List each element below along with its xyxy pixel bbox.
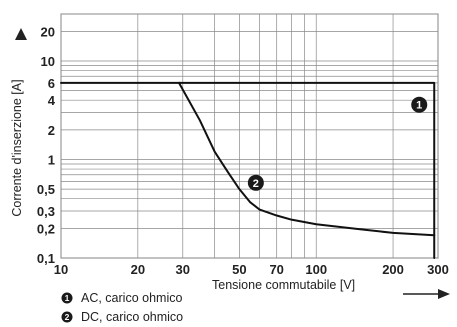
series-line-2 [178, 81, 436, 237]
legend-label-2: DC, carico ohmico [81, 310, 183, 324]
x-tick-label-10: 10 [54, 262, 68, 277]
y-tick-labels: 0,1 0,2 0,3 0,5 1 2 4 6 10 20 [37, 24, 56, 266]
y-axis-title: Corrente d'inserzione [A] [10, 79, 24, 216]
x-tick-labels: 10 20 30 50 70 100 200 300 [54, 262, 449, 277]
x-axis-arrow [438, 289, 450, 299]
legend-item-2: 2 DC, carico ohmico [61, 310, 183, 324]
series-line-1 [60, 81, 436, 259]
grid [60, 13, 439, 259]
x-tick-label-50: 50 [232, 262, 246, 277]
y-axis-arrow [15, 28, 27, 40]
series-marker-2 [247, 174, 264, 191]
series-group [60, 81, 436, 259]
y-tick-label-6: 6 [48, 76, 55, 91]
legend: 1 AC, carico ohmico 2 DC, carico ohmico [61, 291, 183, 324]
x-tick-label-70: 70 [269, 262, 283, 277]
legend-label-1: AC, carico ohmico [81, 291, 182, 305]
plot-frame [60, 13, 439, 259]
y-tick-label-10: 10 [41, 54, 55, 69]
series-marker-1 [411, 96, 428, 113]
legend-marker-2 [61, 311, 73, 323]
series-markers: 12 [247, 96, 428, 191]
x-axis-title: Tensione commutabile [V] [212, 278, 355, 292]
y-tick-label-2: 2 [48, 123, 55, 138]
legend-marker-1 [61, 292, 73, 304]
y-tick-label-1: 1 [48, 152, 55, 167]
series-marker-label-2: 2 [253, 178, 259, 190]
x-tick-label-30: 30 [176, 262, 190, 277]
series-marker-label-1: 1 [416, 100, 422, 112]
y-tick-label-0-5: 0,5 [37, 182, 55, 197]
y-tick-label-20: 20 [41, 24, 55, 39]
legend-item-1: 1 AC, carico ohmico [61, 291, 182, 305]
legend-marker-1-label: 1 [65, 293, 70, 303]
x-tick-label-200: 200 [382, 262, 404, 277]
legend-marker-2-label: 2 [65, 312, 70, 322]
y-tick-label-4: 4 [48, 93, 56, 108]
x-tick-label-20: 20 [131, 262, 145, 277]
y-tick-label-0-2: 0,2 [37, 221, 55, 236]
y-tick-label-0-1: 0,1 [37, 251, 55, 266]
x-tick-label-100: 100 [305, 262, 327, 277]
y-tick-label-0-3: 0,3 [37, 204, 55, 219]
x-tick-label-300: 300 [427, 262, 449, 277]
